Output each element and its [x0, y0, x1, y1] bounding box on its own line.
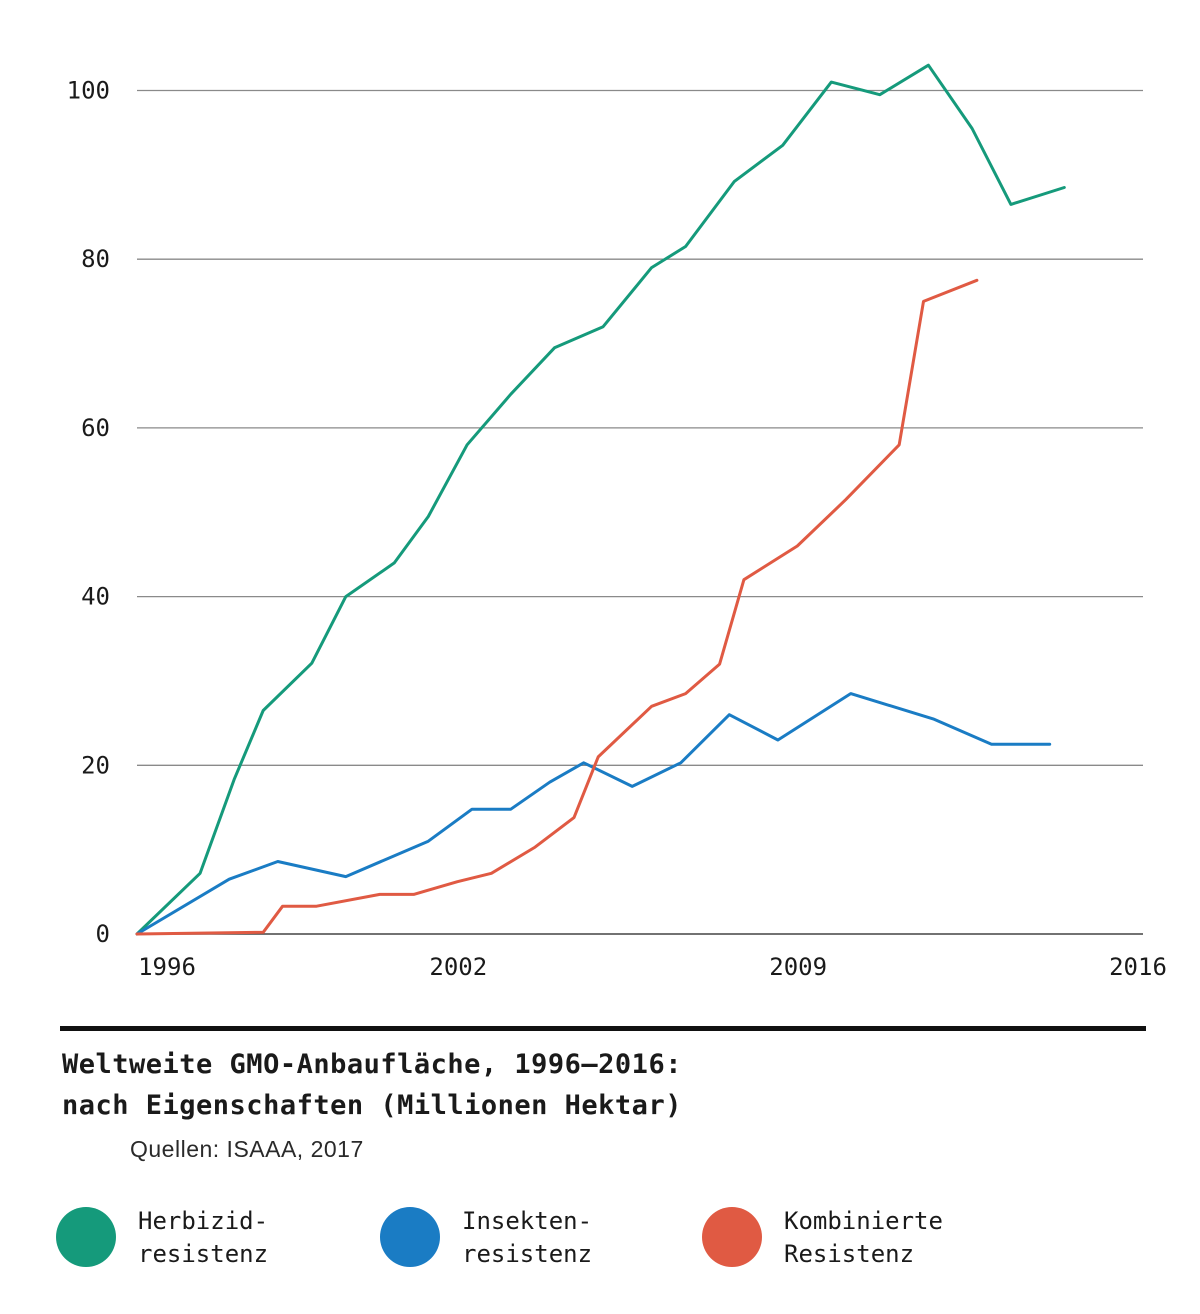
- x-tick-label: 2016: [1109, 953, 1167, 981]
- y-tick-label: 40: [81, 583, 110, 611]
- legend-label-herbizid: Herbizid- resistenz: [138, 1205, 378, 1271]
- line-chart: 0 20 40 60 80 100 1996 2002 2009 2016: [67, 63, 1167, 981]
- legend-label-insekten-line-1: Insekten-: [462, 1207, 593, 1235]
- chart-title-line-1: Weltweite GMO-Anbaufläche, 1996–2016:: [62, 1049, 682, 1080]
- series-line-insekten: [135, 692, 1052, 936]
- series-line-kombiniert: [135, 278, 979, 936]
- y-tick-label: 80: [81, 245, 110, 273]
- x-tick-label: 1996: [138, 953, 196, 981]
- series-line-herbizid: [135, 63, 1066, 936]
- legend-label-kombiniert-line-1: Kombinierte: [784, 1207, 943, 1235]
- legend-label-kombiniert-line-2: Resistenz: [784, 1240, 915, 1268]
- source-note: Quellen: ISAAA, 2017: [130, 1136, 364, 1162]
- gridlines: [137, 89, 1143, 935]
- legend-swatch-insekten: [380, 1207, 440, 1267]
- y-tick-label: 100: [67, 77, 110, 105]
- x-tick-label: 2002: [429, 953, 487, 981]
- legend-swatch-herbizid: [56, 1207, 116, 1267]
- y-tick-label: 0: [96, 920, 110, 948]
- series-lines: [135, 63, 1066, 936]
- legend-label-kombiniert: Kombinierte Resistenz: [784, 1205, 1024, 1271]
- chart-title: Weltweite GMO-Anbaufläche, 1996–2016: na…: [62, 1044, 682, 1126]
- legend-swatch-kombiniert: [702, 1207, 762, 1267]
- title-rule: [60, 1026, 1146, 1031]
- x-tick-label: 2009: [769, 953, 827, 981]
- legend-label-herbizid-line-2: resistenz: [138, 1240, 269, 1268]
- legend-label-herbizid-line-1: Herbizid-: [138, 1207, 269, 1235]
- y-tick-label: 20: [81, 751, 110, 779]
- legend-label-insekten-line-2: resistenz: [462, 1240, 593, 1268]
- legend-label-insekten: Insekten- resistenz: [462, 1205, 702, 1271]
- x-axis-ticks: 1996 2002 2009 2016: [138, 953, 1167, 981]
- chart-title-line-2: nach Eigenschaften (Millionen Hektar): [62, 1090, 682, 1121]
- y-axis-ticks: 0 20 40 60 80 100: [67, 77, 110, 949]
- y-tick-label: 60: [81, 414, 110, 442]
